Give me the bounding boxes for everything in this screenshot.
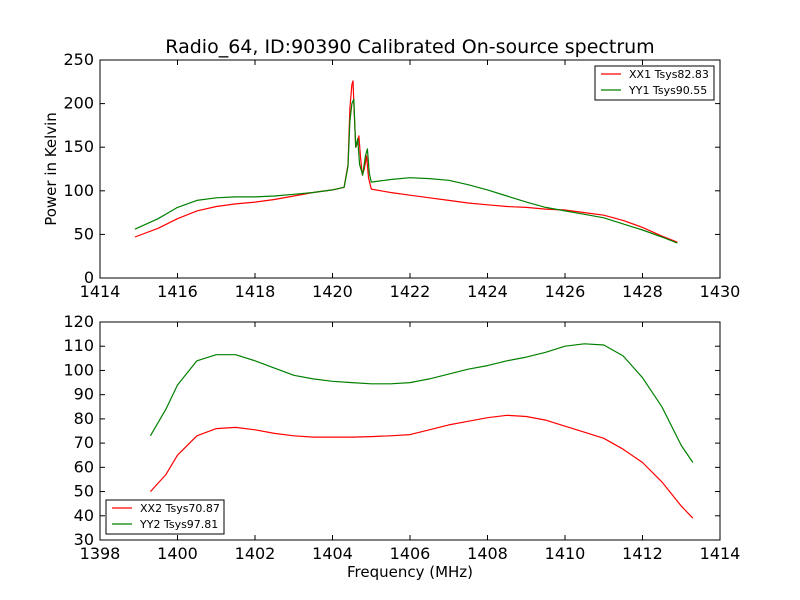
top-legend-box xyxy=(594,65,715,101)
x-axis-label-bottom: Frequency (MHz) xyxy=(347,563,473,581)
x-tick-label-1-6: 1410 xyxy=(545,544,586,563)
y-tick-label-0-0: 0 xyxy=(84,268,94,287)
x-tick-label-1-2: 1402 xyxy=(235,544,276,563)
legend-label-yy2: YY2 Tsys97.81 xyxy=(139,518,218,531)
x-tick-label-1-0: 1398 xyxy=(80,544,121,563)
x-tick-label-0-5: 1424 xyxy=(467,282,508,301)
x-tick-label-0-1: 1416 xyxy=(157,282,198,301)
x-tick-label-0-4: 1422 xyxy=(390,282,431,301)
series-line-0-0 xyxy=(134,80,678,243)
x-tick-label-1-8: 1414 xyxy=(700,544,741,563)
y-tick-label-0-3: 150 xyxy=(63,137,94,156)
y-tick-label-1-1: 40 xyxy=(74,506,94,525)
y-tick-label-1-4: 70 xyxy=(74,433,94,452)
y-tick-label-1-0: 30 xyxy=(74,530,94,549)
top-tick-layer: 1414 1416 1418 1420 1422 1424 1426 1428 1430 0 50 1… xyxy=(63,50,740,301)
x-tick-label-1-3: 1404 xyxy=(312,544,353,563)
bottom-panel: Frequency (MHz) 1398 1400 1402 1404 1406 1408… xyxy=(63,312,740,581)
y-tick-label-1-5: 80 xyxy=(74,409,94,428)
y-tick-label-1-3: 60 xyxy=(74,457,94,476)
bottom-legend: XX2 Tsys70.87 YY2 Tsys97.81 xyxy=(105,499,225,535)
x-tick-label-0-2: 1418 xyxy=(235,282,276,301)
x-tick-label-1-1: 1400 xyxy=(157,544,198,563)
top-panel: Radio_64, ID:90390 Calibrated On-source … xyxy=(42,36,740,301)
x-tick-label-1-7: 1412 xyxy=(622,544,663,563)
x-tick-label-1-4: 1406 xyxy=(390,544,431,563)
y-tick-label-1-8: 110 xyxy=(63,336,94,355)
bottom-series-layer xyxy=(149,343,694,519)
y-tick-label-1-9: 120 xyxy=(63,312,94,331)
y-tick-label-0-2: 100 xyxy=(63,181,94,200)
x-tick-label-0-6: 1426 xyxy=(545,282,586,301)
top-legend: XX1 Tsys82.83 YY1 Tsys90.55 xyxy=(594,65,715,101)
top-series-layer xyxy=(134,80,678,244)
series-line-1-1 xyxy=(149,343,694,463)
y-tick-label-0-4: 200 xyxy=(63,94,94,113)
y-tick-label-0-5: 250 xyxy=(63,50,94,69)
x-tick-label-1-5: 1408 xyxy=(467,544,508,563)
x-tick-label-0-3: 1420 xyxy=(312,282,353,301)
bottom-tick-layer: 1398 1400 1402 1404 1406 1408 1410 1412 1414 30 40… xyxy=(63,312,740,563)
y-tick-label-1-6: 90 xyxy=(74,385,94,404)
bottom-legend-box xyxy=(105,499,225,535)
y-tick-label-0-1: 50 xyxy=(74,224,94,243)
legend-label-xx2: XX2 Tsys70.87 xyxy=(140,502,220,515)
legend-label-xx1: XX1 Tsys82.83 xyxy=(629,68,709,81)
legend-label-yy1: YY1 Tsys90.55 xyxy=(628,84,707,97)
x-tick-label-0-7: 1428 xyxy=(622,282,663,301)
x-tick-label-0-8: 1430 xyxy=(700,282,741,301)
series-line-1-0 xyxy=(149,414,694,519)
x-tick-label-0-0: 1414 xyxy=(80,282,121,301)
y-tick-label-1-2: 50 xyxy=(74,482,94,501)
y-tick-label-1-7: 100 xyxy=(63,360,94,379)
y-axis-label-top: Power in Kelvin xyxy=(42,112,60,226)
series-line-0-1 xyxy=(134,98,678,244)
chart-title: Radio_64, ID:90390 Calibrated On-source … xyxy=(165,36,654,58)
